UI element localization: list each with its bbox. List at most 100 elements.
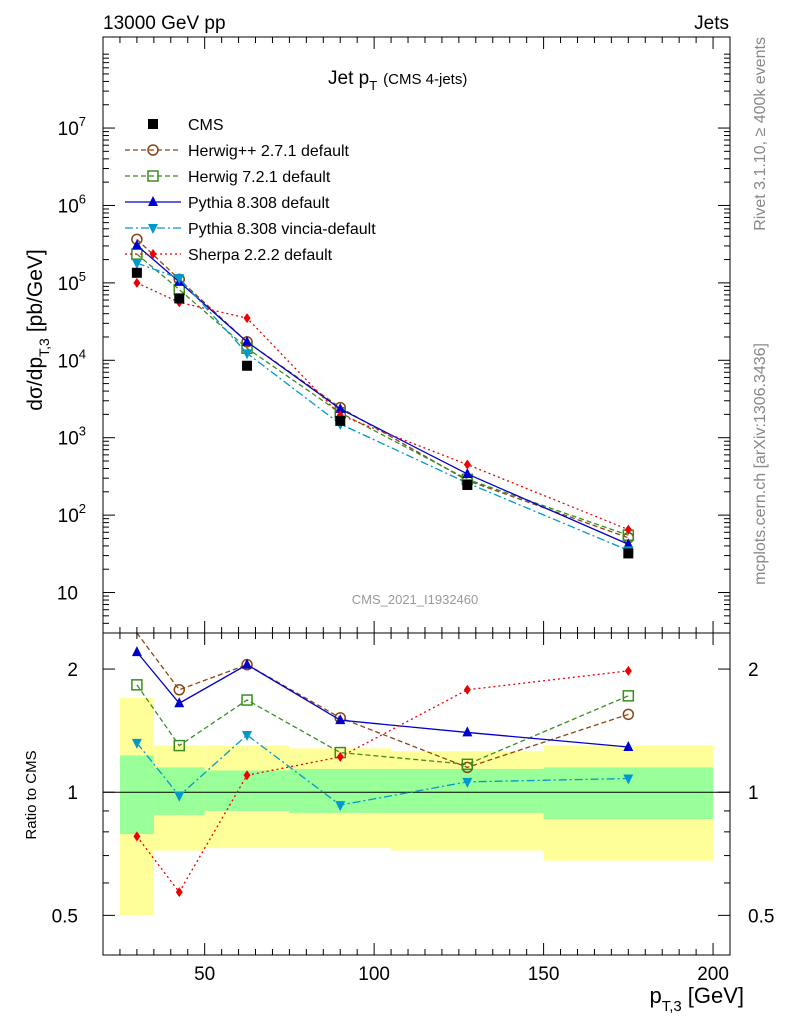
ratio-axis-label: Ratio to CMS — [23, 750, 40, 839]
ratio-series-point — [173, 684, 186, 696]
y-tick-label: 107 — [58, 114, 86, 140]
ratio-y-tick-label: 0.5 — [52, 906, 78, 927]
series-point — [133, 277, 141, 288]
plot-title-main: Jet p — [328, 68, 369, 89]
ratio-series-point — [335, 714, 346, 725]
ratio-series-point — [131, 646, 142, 657]
series-point — [243, 313, 251, 324]
ratio-series-point — [173, 739, 186, 752]
ratio-series-point — [462, 777, 473, 788]
ratio-series-point — [243, 770, 251, 781]
ratio-series-point — [242, 730, 253, 741]
ratio-series-point — [336, 751, 344, 762]
ratio-series-point — [131, 679, 143, 691]
data-point — [462, 479, 473, 490]
ratio-series-point — [174, 791, 185, 802]
ratio-series-point — [622, 708, 635, 721]
data-point — [174, 293, 185, 304]
legend-marker — [147, 170, 159, 182]
x-axis-label: pT,3 [GeV] — [649, 983, 744, 1015]
series-point — [131, 259, 142, 270]
plot-title-suffix: (CMS 4-jets) — [383, 71, 467, 88]
ratio-series-point — [241, 694, 253, 706]
legend-marker — [148, 224, 158, 234]
ratio-series-point — [131, 738, 142, 749]
series-line — [136, 238, 629, 539]
ratio-series-line — [136, 651, 629, 748]
ratio-series-point — [242, 658, 253, 669]
ratio-series-line — [136, 684, 629, 765]
y-tick-label: 103 — [58, 424, 86, 450]
series-point — [174, 274, 185, 285]
series-line — [136, 253, 629, 536]
series-point — [242, 349, 253, 360]
header-process-label: 13000 GeV pp — [103, 13, 226, 34]
analysis-label: CMS_2021_I1932460 — [352, 592, 479, 607]
series-point — [624, 524, 632, 535]
legend-marker — [148, 119, 158, 129]
ratio-y-tick-label-right: 0.5 — [748, 906, 774, 927]
series-line — [136, 262, 629, 552]
ratio-series-line — [136, 632, 629, 769]
main-axes: 10 102 103 104 105 106 107 — [57, 37, 730, 633]
main-panel: 10 102 103 104 105 106 107 — [57, 36, 731, 634]
series-point — [335, 402, 346, 413]
series-point — [242, 335, 253, 346]
y-tick-label: 10 — [57, 584, 78, 605]
side-label-mcplots: mcplots.cern.ch [arXiv:1306.3436] — [752, 343, 769, 585]
x-tick-label: 100 — [358, 964, 390, 985]
series-point — [463, 459, 471, 470]
legend-label: Pythia 8.308 default — [188, 195, 330, 212]
ratio-series-point — [174, 697, 185, 708]
ratio-series-point — [461, 758, 474, 771]
ratio-y-tick-label-right: 1 — [748, 783, 759, 804]
x-axis-label-main: p — [649, 983, 661, 1008]
series-point — [623, 538, 634, 549]
ratio-series — [131, 632, 635, 898]
legend-marker — [147, 144, 159, 156]
y-tick-label: 102 — [58, 501, 86, 527]
series-point — [131, 239, 142, 250]
plot-title: Jet pT (CMS 4-jets) — [328, 68, 467, 93]
x-tick-label: 200 — [697, 964, 729, 985]
y-axis-label-main: dσ/dp — [24, 357, 47, 411]
main-series — [131, 233, 635, 559]
y-axis-label-unit: [pb/GeV] — [24, 249, 47, 332]
ratio-y-tick-label-right: 2 — [748, 660, 759, 681]
y-tick-label: 106 — [58, 191, 86, 217]
ratio-panel-frame — [102, 632, 731, 956]
legend-label: Sherpa 2.2.2 default — [188, 247, 333, 264]
data-point — [623, 548, 634, 559]
y-axis-label: dσ/dpT,3 [pb/GeV] — [24, 249, 52, 410]
legend-label: CMS — [188, 117, 224, 134]
ratio-panel: 0.5 0.5 1 1 2 2 50 100 150 200 — [52, 632, 774, 985]
legend-label: Herwig++ 2.7.1 default — [188, 143, 350, 160]
series-line — [136, 282, 629, 531]
ratio-series-point — [463, 684, 471, 695]
data-point — [131, 267, 142, 278]
ratio-y-tick-label: 2 — [67, 660, 78, 681]
y-tick-label: 104 — [58, 346, 86, 372]
ratio-y-tick-label: 1 — [67, 783, 78, 804]
ratio-series-point — [623, 740, 634, 751]
legend-label: Pythia 8.308 vincia-default — [188, 221, 376, 238]
x-tick-label: 50 — [194, 964, 215, 985]
header-category-label: Jets — [694, 13, 729, 34]
series-point — [462, 467, 473, 478]
legend: CMS Herwig++ 2.7.1 default Herwig 7.2.1 de… — [125, 117, 376, 264]
ratio-series-point — [623, 774, 634, 785]
ratio-series-line — [136, 670, 629, 894]
plot-title-subscript: T — [369, 78, 377, 93]
ratio-bands — [119, 697, 714, 916]
x-axis-label-unit: [GeV] — [688, 983, 744, 1008]
ratio-band-inner — [119, 755, 154, 835]
ratio-series-point — [175, 887, 183, 898]
data-point — [242, 360, 253, 371]
side-label-rivet: Rivet 3.1.10, ≥ 400k events — [752, 37, 769, 231]
legend-marker — [149, 249, 157, 259]
legend-label: Herwig 7.2.1 default — [188, 169, 331, 186]
ratio-series-point — [622, 690, 635, 702]
y-axis-label-subscript: T,3 — [36, 338, 52, 357]
x-axis-label-subscript: T,3 — [662, 998, 682, 1015]
